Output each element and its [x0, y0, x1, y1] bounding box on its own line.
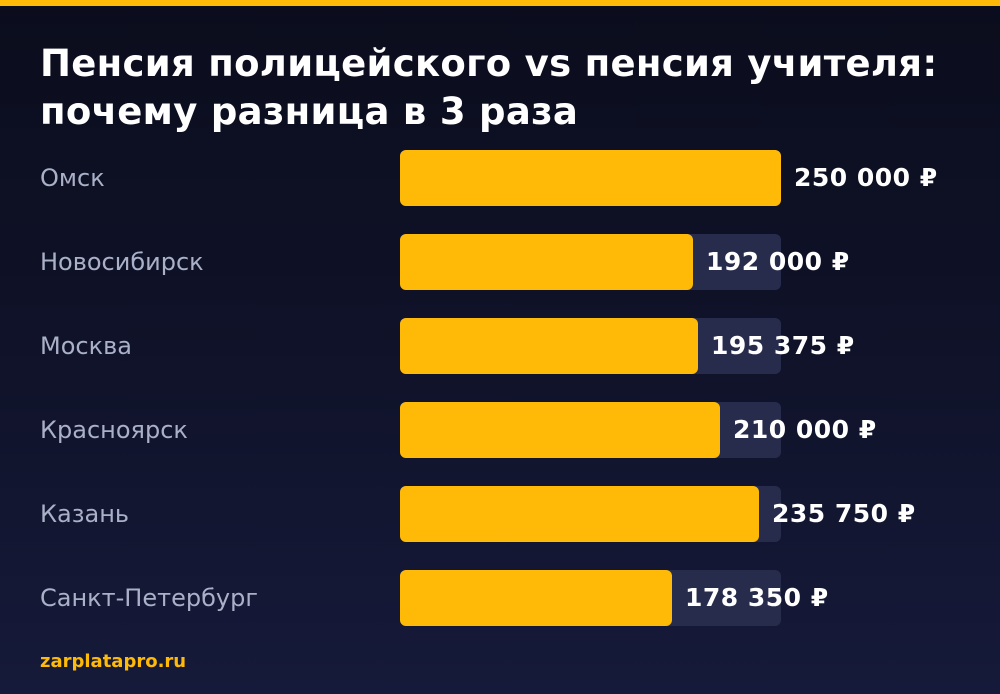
value-label: 192 000 ₽ [706, 247, 850, 276]
value-label: 250 000 ₽ [794, 163, 938, 192]
bar-row: Казань 235 750 ₽ [0, 486, 1000, 542]
chart-title-line-2: почему разница в 3 раза [40, 90, 579, 133]
category-label: Москва [40, 332, 132, 360]
bar [400, 486, 759, 542]
top-accent-bar [0, 0, 1000, 6]
category-label: Омск [40, 164, 105, 192]
bar [400, 402, 720, 458]
category-label: Санкт-Петербург [40, 584, 258, 612]
source-label: zarplatapro.ru [40, 651, 187, 672]
bar-row: Новосибирск 192 000 ₽ [0, 234, 1000, 290]
value-label: 235 750 ₽ [772, 499, 916, 528]
chart-title-line-1: Пенсия полицейского vs пенсия учителя: [40, 42, 938, 85]
bar [400, 234, 693, 290]
category-label: Красноярск [40, 416, 188, 444]
chart-title: Пенсия полицейского vs пенсия учителя: п… [40, 40, 980, 136]
value-label: 178 350 ₽ [685, 583, 829, 612]
bar-row: Красноярск 210 000 ₽ [0, 402, 1000, 458]
bar-row: Омск 250 000 ₽ [0, 150, 1000, 206]
category-label: Новосибирск [40, 248, 204, 276]
value-label: 195 375 ₽ [711, 331, 855, 360]
bar [400, 570, 672, 626]
category-label: Казань [40, 500, 130, 528]
bar [400, 318, 698, 374]
bar [400, 150, 781, 206]
bar-row: Санкт-Петербург 178 350 ₽ [0, 570, 1000, 626]
value-label: 210 000 ₽ [733, 415, 877, 444]
bar-row: Москва 195 375 ₽ [0, 318, 1000, 374]
